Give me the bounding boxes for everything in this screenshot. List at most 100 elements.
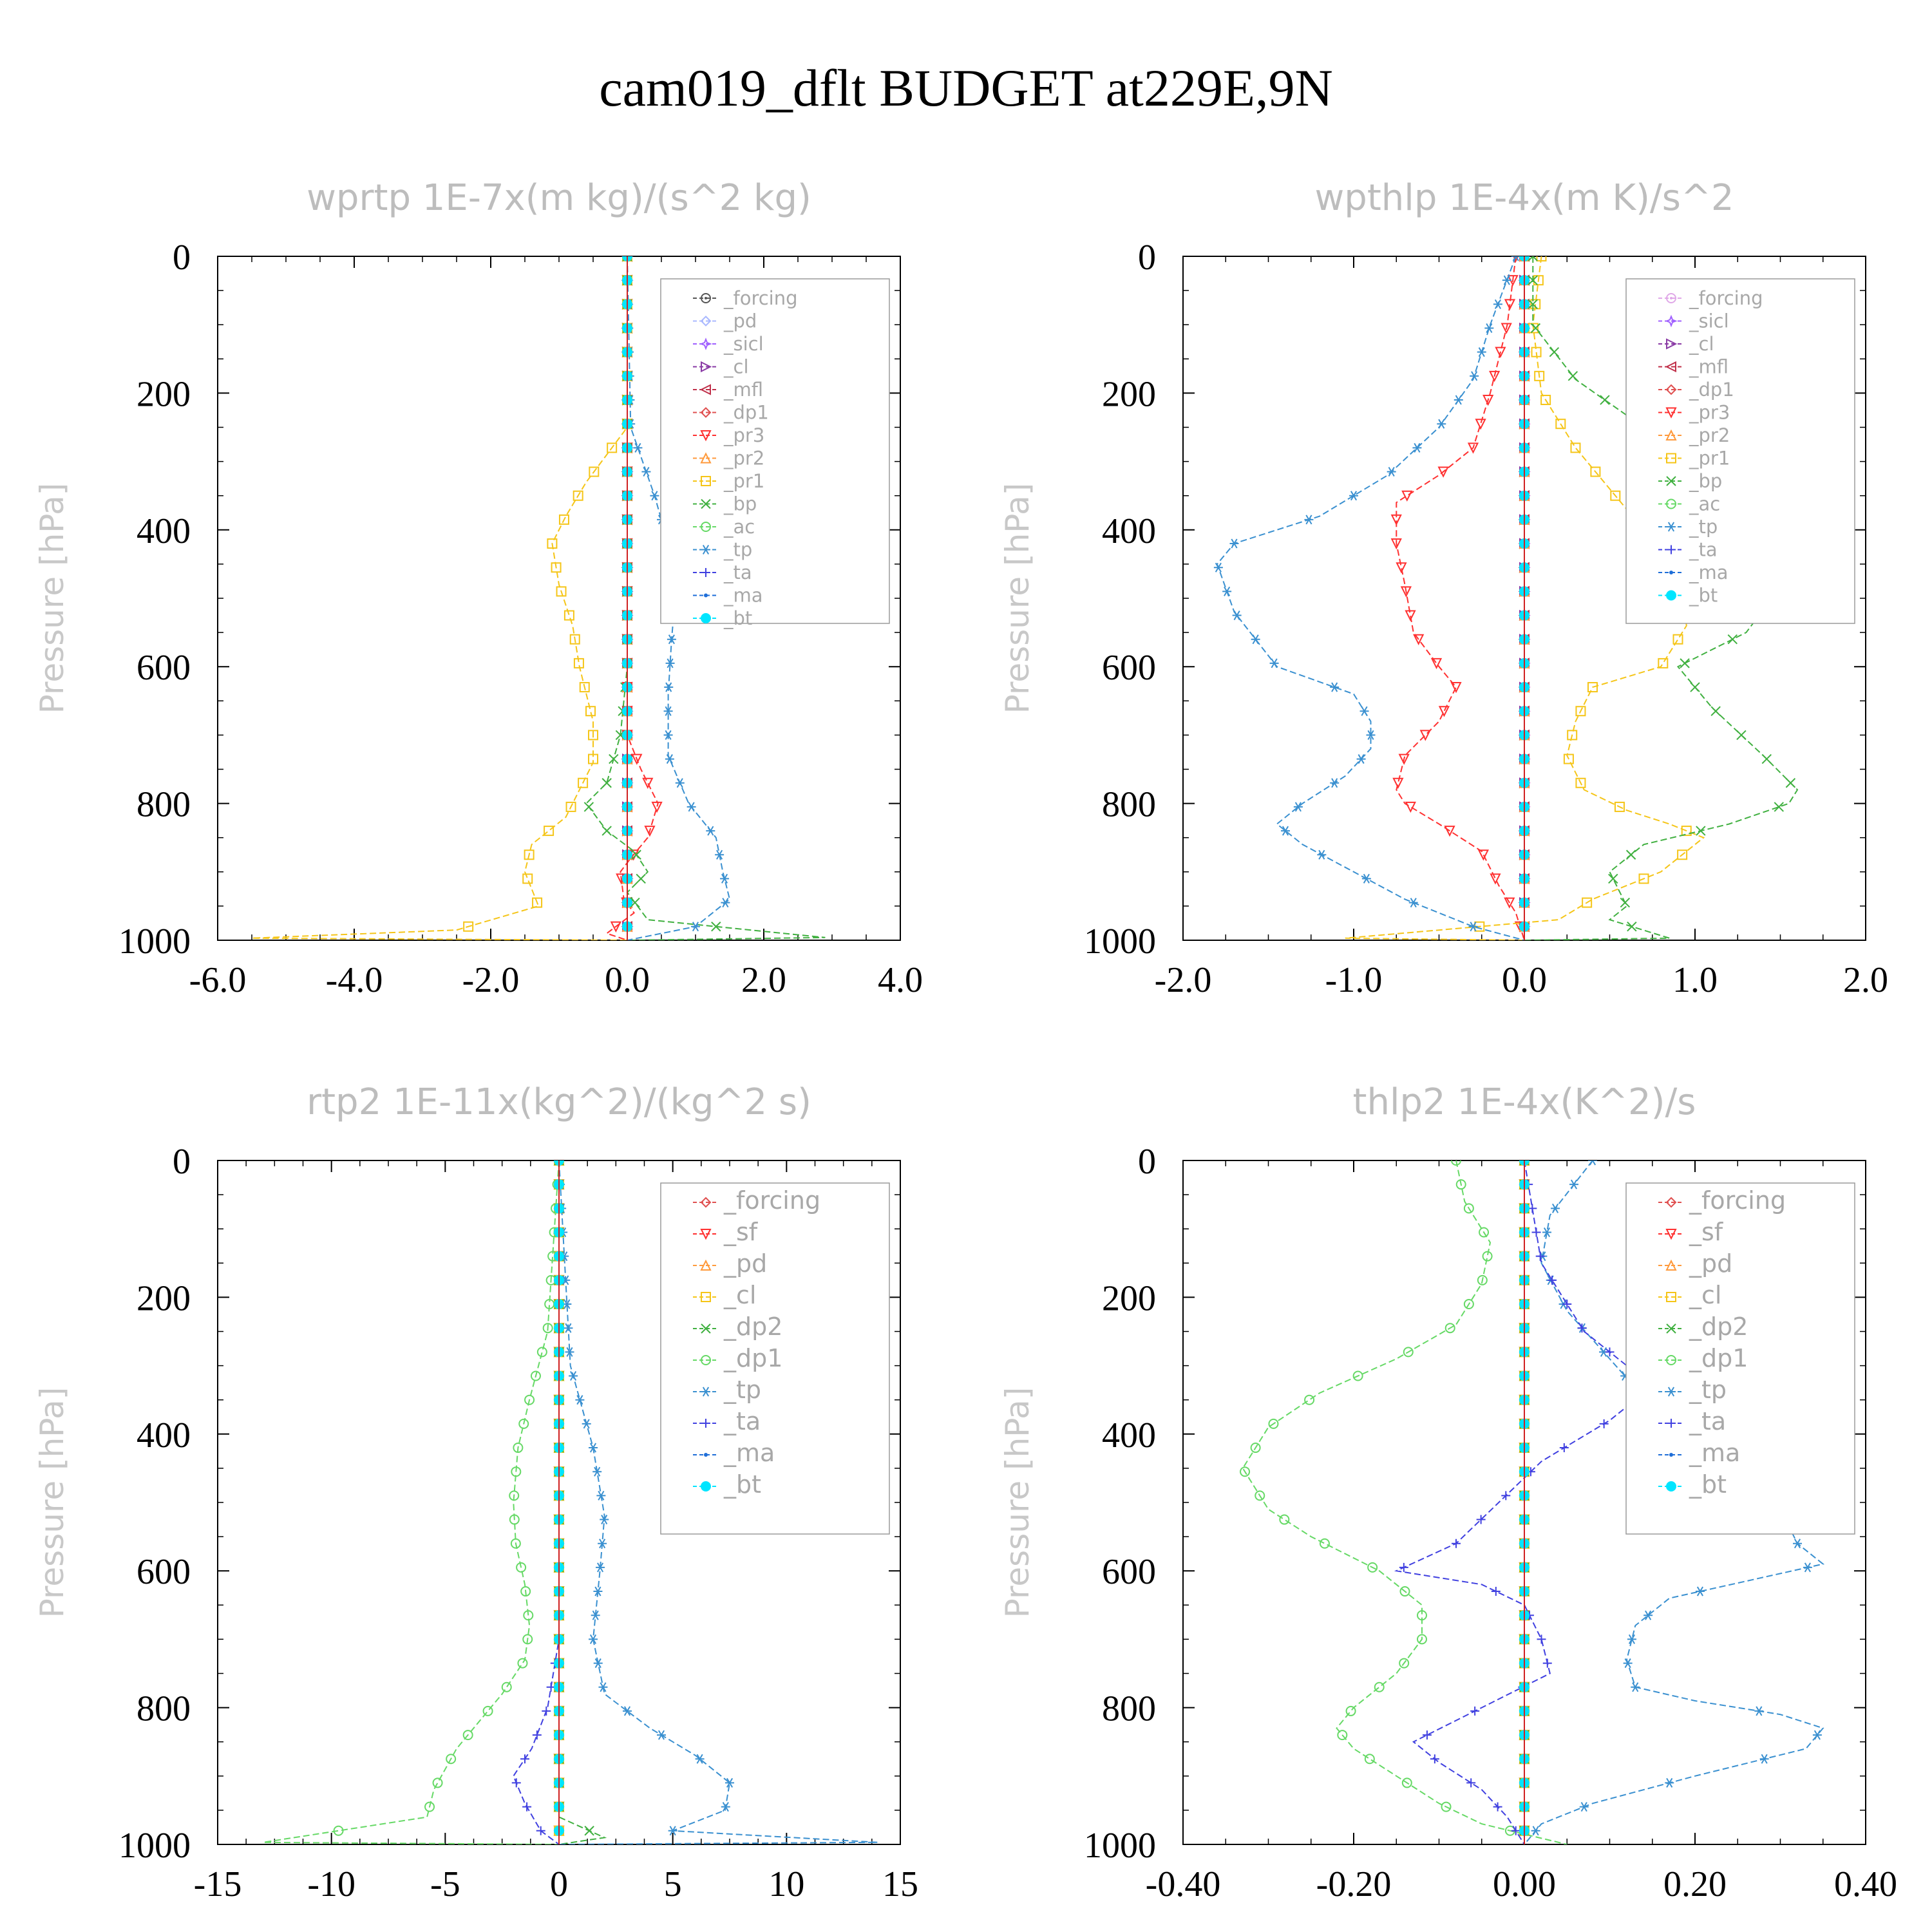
legend-label: _sf bbox=[1689, 1218, 1724, 1246]
series-line bbox=[1242, 1160, 1567, 1844]
series-dp1 bbox=[263, 1160, 564, 1844]
legend-label: _pr2 bbox=[1689, 424, 1730, 446]
legend-box bbox=[1625, 1182, 1855, 1535]
x-tick-label: 4.0 bbox=[878, 960, 923, 1000]
series-dp1 bbox=[1240, 1160, 1567, 1844]
panel-rtp2: rtp2 1E-11x(kg^2)/(kg^2 s) Pressure [hPa]… bbox=[33, 1081, 918, 1904]
legend-label: _forcing bbox=[1689, 1186, 1786, 1215]
legend-label: _ta bbox=[723, 562, 752, 583]
legend-label: _ma bbox=[1689, 562, 1728, 583]
legend-label: _cl bbox=[723, 356, 749, 378]
series-markers bbox=[1213, 256, 1520, 932]
x-tick-label: -1.0 bbox=[1325, 960, 1383, 1000]
y-tick-label: 600 bbox=[1102, 648, 1156, 688]
panel-title: rtp2 1E-11x(kg^2)/(kg^2 s) bbox=[307, 1081, 811, 1123]
series-tp bbox=[1213, 256, 1525, 940]
x-tick-label: 0.00 bbox=[1493, 1864, 1556, 1904]
legend-label: _ma bbox=[723, 585, 763, 607]
x-tick-label: -10 bbox=[307, 1864, 355, 1904]
series-pr3 bbox=[1390, 256, 1526, 940]
series-line bbox=[558, 1160, 607, 1844]
y-tick-label: 400 bbox=[1102, 511, 1156, 551]
legend-label: _bp bbox=[723, 493, 757, 515]
y-tick-label: 0 bbox=[1138, 1142, 1156, 1182]
legend-label: _pr1 bbox=[1689, 448, 1730, 469]
legend-label: _pr1 bbox=[723, 470, 764, 492]
legend-label: _pd bbox=[1689, 1249, 1732, 1278]
y-tick-label: 400 bbox=[137, 511, 191, 551]
y-tick-label: 400 bbox=[1102, 1416, 1156, 1455]
series-markers bbox=[463, 256, 632, 932]
legend-box bbox=[1625, 278, 1855, 624]
legend-label: _forcing bbox=[1689, 287, 1763, 309]
y-tick-label: 0 bbox=[173, 238, 191, 278]
legend-box bbox=[660, 278, 890, 624]
x-tick-label: -0.40 bbox=[1146, 1864, 1221, 1904]
legend-label: _sicl bbox=[723, 333, 764, 355]
legend-label: _sicl bbox=[1689, 310, 1729, 332]
series-markers bbox=[333, 1160, 564, 1836]
y-tick-label: 0 bbox=[173, 1142, 191, 1182]
legend: _forcing _sf _pd _cl _dp2 _dp1 _tp _ta _ma _bt bbox=[660, 1182, 890, 1535]
legend-label: _mfl bbox=[1689, 356, 1728, 378]
legend-label: _tp bbox=[1689, 1376, 1727, 1404]
legend-label: _ta bbox=[723, 1407, 761, 1435]
x-tick-label: -0.20 bbox=[1316, 1864, 1392, 1904]
legend: _forcing_pd_sicl_cl_mfl_dp1_pr3_pr2_pr1_… bbox=[660, 278, 890, 629]
legend-label: _cl bbox=[1689, 1281, 1721, 1309]
series-line bbox=[513, 1160, 560, 1844]
series-pr1 bbox=[1345, 256, 1705, 940]
panel-title: thlp2 1E-4x(K^2)/s bbox=[1353, 1081, 1696, 1123]
y-tick-label: 1000 bbox=[118, 1826, 191, 1866]
legend-label: _sf bbox=[723, 1218, 759, 1246]
y-axis-label: Pressure [hPa] bbox=[999, 483, 1036, 714]
series-line bbox=[605, 256, 659, 940]
legend-label: _pd bbox=[723, 310, 757, 332]
series-line bbox=[1345, 256, 1705, 940]
x-tick-label: 2.0 bbox=[741, 960, 786, 1000]
legend-label: _bp bbox=[1689, 470, 1722, 492]
x-tick-label: -2.0 bbox=[462, 960, 520, 1000]
panel-wpthlp: wpthlp 1E-4x(m K)/s^2 Pressure [hPa] -2.0 -… bbox=[999, 177, 1888, 1000]
series-group bbox=[1240, 1160, 1825, 1844]
legend-label: _dp1 bbox=[723, 1344, 782, 1372]
x-tick-label: 0.40 bbox=[1834, 1864, 1897, 1904]
y-tick-label: 400 bbox=[137, 1416, 191, 1455]
y-tick-label: 800 bbox=[1102, 785, 1156, 825]
series-markers bbox=[1240, 1160, 1515, 1836]
series-line bbox=[1216, 256, 1525, 940]
series-line bbox=[251, 256, 628, 940]
y-tick-label: 1000 bbox=[1084, 922, 1156, 961]
x-tick-label: 0.20 bbox=[1663, 1864, 1727, 1904]
x-tick-label: 0.0 bbox=[1502, 960, 1547, 1000]
y-tick-label: 600 bbox=[137, 1552, 191, 1592]
legend-label: _dp2 bbox=[723, 1312, 782, 1341]
x-tick-label: -5 bbox=[430, 1864, 460, 1904]
legend-label: _ac bbox=[1689, 493, 1720, 515]
y-tick-label: 800 bbox=[137, 1689, 191, 1729]
series-markers bbox=[1390, 256, 1526, 933]
legend-label: _tp bbox=[1689, 516, 1718, 538]
panel-title: wprtp 1E-7x(m kg)/(s^2 kg) bbox=[307, 177, 811, 219]
legend-label: _tp bbox=[723, 539, 752, 561]
legend-label: _tp bbox=[723, 1376, 761, 1404]
y-tick-label: 200 bbox=[1102, 1278, 1156, 1318]
y-tick-label: 0 bbox=[1138, 238, 1156, 278]
legend-label: _dp1 bbox=[723, 402, 769, 424]
x-tick-label: 2.0 bbox=[1843, 960, 1888, 1000]
legend-label: _bt bbox=[1689, 585, 1718, 607]
y-tick-label: 1000 bbox=[118, 922, 191, 961]
y-tick-label: 800 bbox=[137, 785, 191, 825]
x-tick-label: 5 bbox=[664, 1864, 682, 1904]
y-axis-label: Pressure [hPa] bbox=[33, 1387, 71, 1618]
legend-label: _forcing bbox=[723, 287, 798, 309]
x-tick-label: 15 bbox=[882, 1864, 918, 1904]
legend-box bbox=[660, 1182, 890, 1535]
legend-label: _pd bbox=[723, 1249, 767, 1278]
legend-label: _bt bbox=[723, 1470, 761, 1499]
y-axis-label: Pressure [hPa] bbox=[999, 1387, 1036, 1618]
x-tick-label: -6.0 bbox=[189, 960, 247, 1000]
y-tick-label: 800 bbox=[1102, 1689, 1156, 1729]
x-tick-label: -2.0 bbox=[1155, 960, 1212, 1000]
